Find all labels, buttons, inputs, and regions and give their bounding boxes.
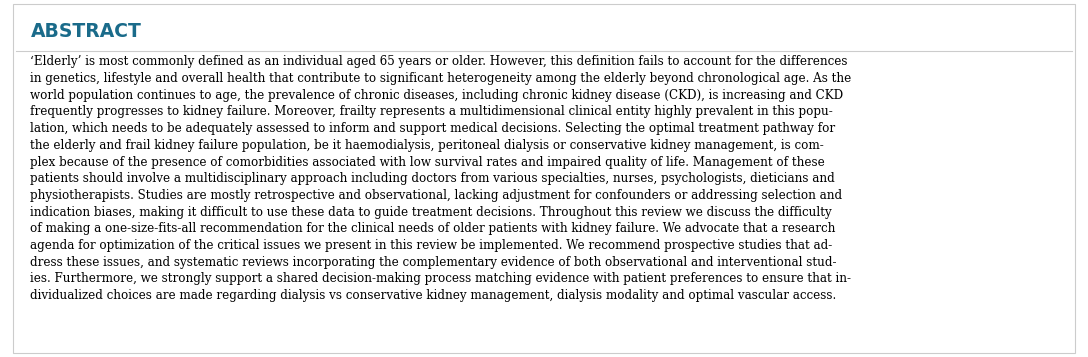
Text: ‘Elderly’ is most commonly defined as an individual aged 65 years or older. Howe: ‘Elderly’ is most commonly defined as an… [30, 55, 852, 302]
Text: ABSTRACT: ABSTRACT [30, 22, 141, 41]
